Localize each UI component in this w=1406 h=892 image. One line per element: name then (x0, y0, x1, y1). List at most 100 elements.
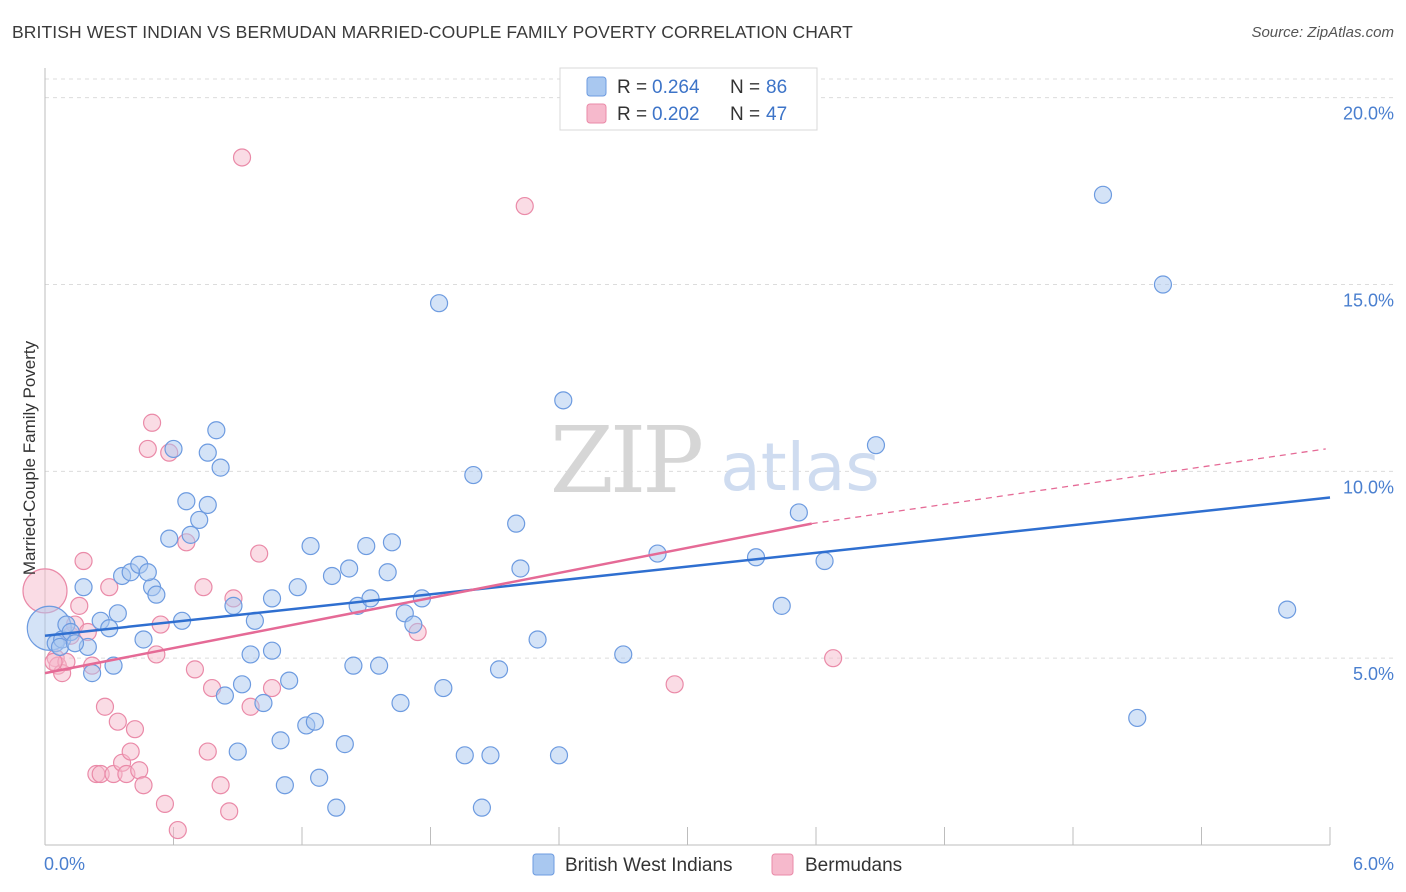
british-west-indians-point (549, 746, 569, 765)
british-west-indians-point (344, 656, 363, 675)
british-west-indians-point (241, 645, 260, 664)
bermudans-point (198, 742, 217, 761)
british-west-indians-point (228, 742, 247, 761)
source-label: Source: ZipAtlas.com (1251, 24, 1394, 41)
legend-n-label-pink: N = (730, 104, 760, 125)
bermudans-point (250, 544, 269, 563)
british-west-indians-point (528, 630, 547, 649)
british-west-indians-point (322, 566, 342, 586)
british-west-indians-point (614, 645, 633, 664)
british-west-indians-point (190, 510, 209, 530)
british-west-indians-point (327, 798, 346, 817)
legend-r-value-blue: 0.264 (652, 77, 700, 98)
british-west-indians-point (275, 776, 294, 795)
bottom-legend-label-blue: British West Indians (565, 855, 733, 876)
bermudans-point (155, 794, 175, 813)
y-tick-label: 20.0% (1343, 104, 1394, 124)
british-west-indians-point (83, 664, 102, 683)
british-west-indians-point (455, 746, 474, 765)
british-west-indians-point (310, 768, 329, 787)
bermudans-point (138, 439, 157, 459)
british-west-indians-point (464, 465, 483, 485)
bottom-legend: British West Indians Bermudans (532, 853, 902, 876)
british-west-indians-point (160, 529, 179, 548)
y-tick-label: 10.0% (1343, 477, 1394, 497)
legend-swatch-pink (586, 103, 607, 124)
british-west-indians-point (335, 735, 354, 754)
bermudans-point (220, 802, 239, 821)
y-tick-label: 15.0% (1343, 291, 1394, 311)
tick-labels: 5.0% 10.0% 15.0% 20.0% 0.0% 6.0% (44, 104, 1394, 874)
bermudans-point (168, 820, 187, 840)
legend-n-value-pink: 47 (766, 104, 787, 125)
british-west-indians-point (434, 678, 453, 698)
british-west-indians-point (181, 525, 200, 544)
watermark: ZIP atlas (550, 407, 880, 514)
bermudans-point (147, 645, 166, 664)
bermudans-point (100, 578, 119, 597)
bermudans-point (134, 776, 153, 795)
legend-swatch-blue (586, 76, 607, 97)
british-west-indians-point (164, 439, 183, 459)
british-west-indians-point (429, 294, 449, 313)
british-west-indians-point (511, 559, 530, 578)
y-tick-label: 5.0% (1353, 664, 1394, 684)
british-west-indians-point (198, 495, 217, 515)
british-west-indians-point (357, 536, 376, 556)
british-west-indians-point (65, 634, 85, 653)
british-west-indians-point (1278, 600, 1297, 619)
bermudans-trend-extension (811, 448, 1326, 525)
bermudans-point (121, 742, 140, 761)
bermudans-point (262, 678, 282, 698)
british-west-indians-point (232, 675, 252, 694)
bermudans-point (108, 712, 127, 731)
british-west-indians-point (1153, 275, 1173, 294)
bottom-legend-swatch-pink (771, 853, 794, 876)
british-west-indians-point (224, 596, 243, 615)
bermudans-point (515, 196, 534, 216)
british-west-indians-point (280, 671, 299, 690)
british-west-indians-point (866, 436, 886, 455)
watermark-zip: ZIP (550, 407, 701, 514)
british-west-indians-point (288, 578, 307, 597)
british-west-indians-point (211, 458, 230, 477)
bermudans-point (232, 148, 252, 167)
british-west-indians-point (789, 503, 808, 522)
british-west-indians-point (215, 686, 234, 705)
british-west-indians-point (361, 589, 380, 608)
bermudans-points (22, 148, 843, 840)
bermudans-trend-line (44, 522, 812, 675)
british-west-indians-point (404, 615, 423, 634)
british-west-indians-point (147, 585, 166, 604)
british-west-indians-point (370, 656, 389, 675)
british-west-indians-point (254, 693, 273, 713)
bermudans-point (95, 697, 115, 716)
british-west-indians-point (472, 798, 491, 817)
british-west-indians-point (207, 421, 226, 440)
british-west-indians-point (382, 533, 402, 552)
legend-r-value-pink: 0.202 (652, 104, 700, 125)
british-west-indians-point (262, 589, 282, 608)
british-west-indians-point (134, 630, 153, 649)
bermudans-point (211, 776, 230, 795)
grid-lines (45, 78, 1393, 659)
bermudans-point (74, 551, 93, 571)
british-west-indians-point (554, 391, 573, 410)
bermudans-point (665, 675, 684, 694)
british-west-indians-point (489, 660, 509, 679)
legend-r-label-pink: R = (617, 104, 647, 125)
british-west-indians-point (50, 637, 70, 657)
x-tick-label-end: 6.0% (1353, 854, 1394, 874)
bermudans-point (194, 578, 213, 597)
british-west-indians-point (271, 731, 290, 750)
legend-r-label-blue: R = (617, 77, 647, 98)
watermark-atlas: atlas (720, 429, 880, 506)
chart-title: BRITISH WEST INDIAN VS BERMUDAN MARRIED-… (12, 22, 853, 42)
british-west-indians-point (1128, 708, 1147, 728)
british-west-indians-point (507, 514, 526, 533)
bermudans-point (142, 413, 162, 432)
british-west-indians-trend-line (44, 496, 1331, 637)
british-west-indians-point (305, 712, 324, 731)
british-west-indians-point (301, 536, 320, 556)
